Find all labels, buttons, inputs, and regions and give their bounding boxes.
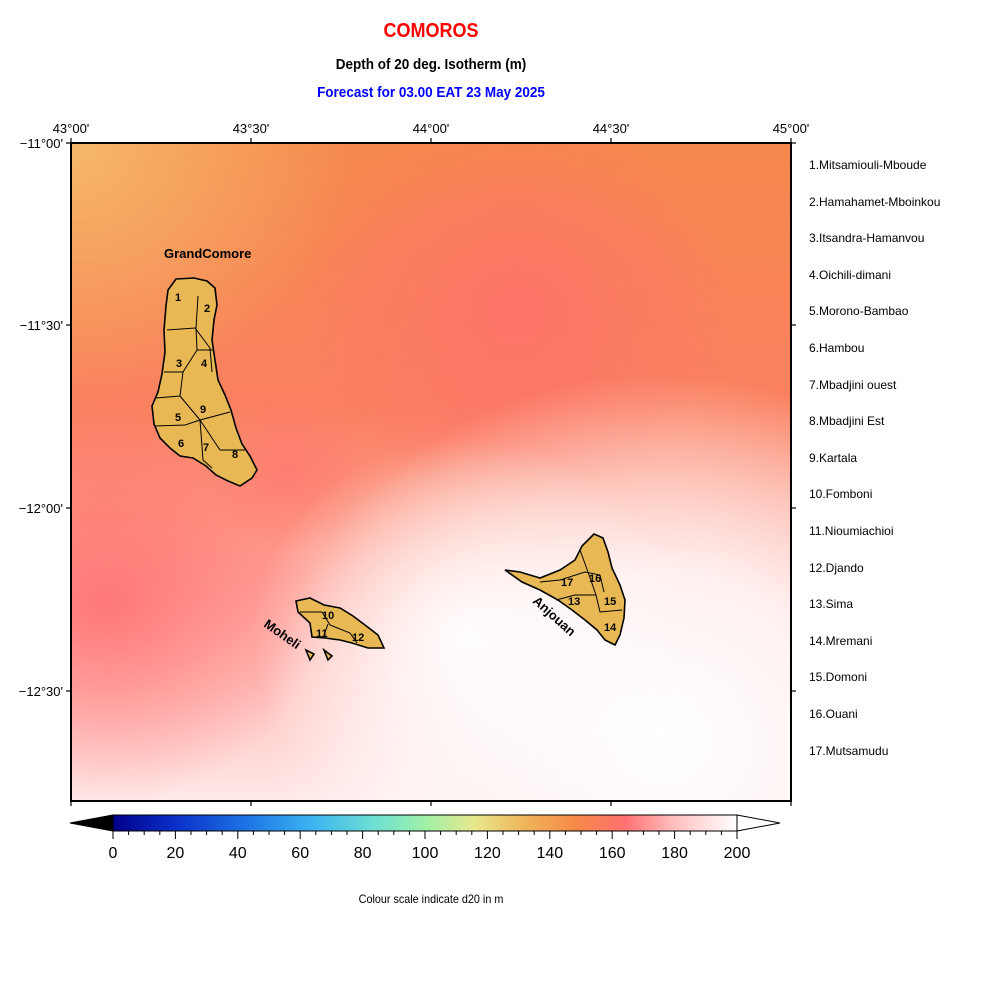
- legend-item: 1.Mitsamiouli-Mboude: [809, 158, 927, 172]
- lat-tick-label: −11°30': [20, 318, 63, 333]
- legend-item: 9.Kartala: [809, 450, 858, 465]
- axis-ticks: [66, 138, 796, 806]
- region-number: 2: [204, 303, 210, 315]
- colorbar-tick-label: 100: [412, 845, 439, 862]
- label-grand-comore: GrandComore: [164, 246, 251, 261]
- region-number: 13: [568, 596, 580, 608]
- region-legend: 1.Mitsamiouli-Mboude 2.Hamahamet-Mboinko…: [809, 158, 940, 780]
- legend-item: 16.Ouani: [809, 706, 858, 721]
- colorbar: [69, 814, 781, 839]
- lat-tick-label: −11°00': [20, 136, 63, 151]
- lon-tick-label: 45°00': [773, 121, 810, 136]
- lat-tick-label: −12°30': [19, 684, 63, 699]
- lon-tick-label: 44°30': [593, 121, 630, 136]
- region-number: 4: [201, 358, 208, 370]
- colorbar-tick-label: 160: [599, 845, 626, 862]
- legend-item: 8.Mbadjini Est: [809, 414, 885, 429]
- colorbar-tick-label: 40: [229, 845, 247, 862]
- colorbar-tick-label: 80: [354, 845, 372, 862]
- region-number: 3: [176, 358, 182, 370]
- region-number: 1: [175, 292, 181, 304]
- map-subtitle: Depth of 20 deg. Isotherm (m): [335, 56, 527, 73]
- region-number: 9: [200, 404, 206, 416]
- legend-item: 13.Sima: [809, 597, 854, 612]
- colorbar-tick-label: 200: [724, 845, 751, 862]
- region-number: 12: [352, 632, 364, 644]
- legend-item: 10.Fomboni: [809, 487, 873, 502]
- colorbar-tick-label: 0: [109, 845, 118, 862]
- lon-tick-label: 43°00': [53, 121, 90, 136]
- lon-tick-label: 44°00': [413, 121, 450, 136]
- colorbar-max-triangle: [736, 814, 781, 832]
- legend-item: 14.Mremani: [809, 633, 873, 648]
- region-number: 17: [561, 577, 573, 589]
- region-number: 6: [178, 438, 184, 450]
- colorbar-tick-label: 140: [536, 845, 563, 862]
- colorbar-tick-label: 60: [291, 845, 309, 862]
- region-number: 11: [316, 628, 328, 640]
- colorbar-min-triangle: [69, 814, 114, 832]
- legend-item: 5.Morono-Bambao: [809, 304, 909, 319]
- colorbar-tick-label: 120: [474, 845, 501, 862]
- map-title: COMOROS: [383, 20, 479, 42]
- region-number: 14: [604, 622, 617, 634]
- region-number: 16: [589, 573, 601, 585]
- region-number: 15: [604, 596, 616, 608]
- island-moheli: [295, 597, 386, 662]
- legend-item: 15.Domoni: [809, 670, 868, 685]
- region-number: 5: [175, 412, 181, 424]
- legend-item: 7.Mbadjini ouest: [809, 377, 897, 392]
- legend-item: 11.Nioumiachioi: [809, 523, 894, 538]
- region-number: 8: [232, 449, 238, 461]
- region-number: 10: [322, 610, 334, 622]
- d20-field: [71, 143, 791, 801]
- colorbar-caption: Colour scale indicate d20 in m: [358, 892, 504, 906]
- region-number: 7: [203, 442, 209, 454]
- lat-tick-label: −12°00': [19, 501, 63, 516]
- island-grand-comore: [151, 277, 258, 487]
- legend-item: 6.Hambou: [809, 340, 865, 355]
- legend-item: 2.Hamahamet-Mboinkou: [809, 194, 941, 209]
- colorbar-tick-label: 20: [167, 845, 185, 862]
- legend-item: 12.Djando: [809, 560, 864, 575]
- legend-item: 17.Mutsamudu: [809, 743, 889, 758]
- legend-item: 3.Itsandra-Hamanvou: [809, 231, 925, 246]
- island-anjouan: [504, 533, 626, 647]
- forecast-time: Forecast for 03.00 EAT 23 May 2025: [317, 84, 545, 101]
- legend-item: 4.Oichili-dimani: [809, 267, 892, 282]
- colorbar-tick-label: 180: [661, 845, 688, 862]
- lon-tick-label: 43°30': [233, 121, 270, 136]
